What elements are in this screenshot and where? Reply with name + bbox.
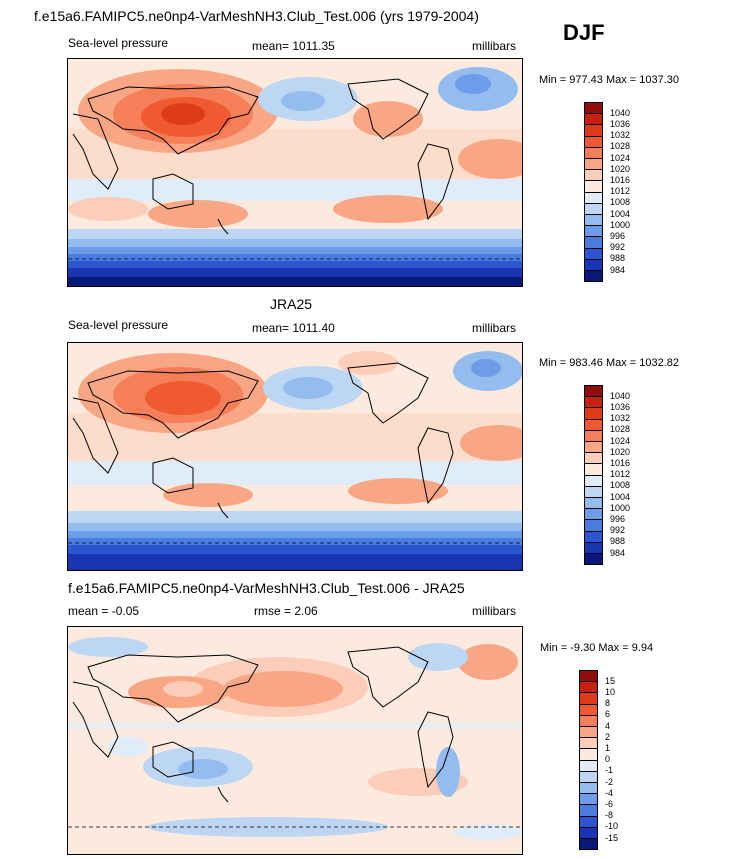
panel3-mean-label: mean = -0.05 (68, 604, 140, 618)
colorbar-label: 6 (605, 709, 611, 720)
colorbar-label: 1000 (610, 502, 631, 513)
panel3-contour-fill (68, 627, 522, 854)
colorbar-label: 1008 (610, 197, 631, 208)
colorbar-label: -4 (605, 787, 614, 798)
panel1-coastlines (68, 78, 522, 260)
colorbar-label: 1040 (610, 107, 631, 118)
colorbar-label: 1 (605, 742, 611, 753)
colorbar-label: -1 (605, 765, 614, 776)
colorbar-label: 1032 (610, 413, 631, 424)
colorbar-label: 0 (605, 754, 611, 765)
panel3-rmse-label: rmse = 2.06 (254, 604, 318, 618)
panel3-coastlines (68, 646, 522, 828)
colorbar-label: 1020 (610, 446, 631, 457)
colorbar-label: 1008 (610, 480, 631, 491)
panel2-minmax: Min = 983.46 Max = 1032.82 (539, 357, 680, 369)
colorbar-label: -6 (605, 798, 614, 809)
colorbar-label: 988 (610, 536, 626, 547)
panel2-title: JRA25 (270, 296, 313, 312)
figure-title: f.e15a6.FAMIPC5.ne0np4-VarMeshNH3.Club_T… (34, 8, 479, 24)
panel2-contour-fill (68, 343, 522, 570)
panel2-coastlines (68, 362, 522, 544)
panel1-map-canvas (68, 59, 522, 286)
panel3-map-canvas (68, 627, 522, 854)
colorbar-label: 1004 (610, 208, 631, 219)
colorbar-label: 984 (610, 547, 626, 558)
colorbar-label: -10 (605, 821, 619, 832)
colorbar-label: 8 (605, 698, 611, 709)
panel2-map-canvas (68, 343, 522, 570)
colorbar-label: 992 (610, 525, 626, 536)
colorbar-label: 1000 (610, 219, 631, 230)
panel1-minmax: Min = 977.43 Max = 1037.30 (539, 74, 680, 86)
colorbar-label: 984 (610, 264, 626, 275)
panel2-mean-label: mean= 1011.40 (252, 321, 335, 335)
colorbar-label: 1028 (610, 424, 631, 435)
panel1-units-label: millibars (472, 39, 517, 53)
panel3-minmax: Min = -9.30 Max = 9.94 (540, 642, 654, 654)
panel3-units-label: millibars (472, 604, 517, 618)
colorbar-label: 1012 (610, 186, 631, 197)
panel3-map (67, 626, 523, 855)
colorbar-label: 1028 (610, 141, 631, 152)
colorbar-label: -15 (605, 832, 619, 843)
colorbar-label: 1032 (610, 130, 631, 141)
colorbar-label: -2 (605, 776, 614, 787)
colorbar-label: 1020 (610, 163, 631, 174)
colorbar-label: 2 (605, 731, 611, 742)
colorbar-label: 1024 (610, 435, 631, 446)
colorbar-label: 1040 (610, 390, 631, 401)
colorbar-label: 1036 (610, 401, 631, 412)
colorbar-label: 1012 (610, 469, 631, 480)
panel2-map (67, 342, 523, 571)
colorbar-swatch (584, 270, 603, 283)
colorbar-label: -8 (605, 810, 614, 821)
panel1-contour-fill (68, 59, 522, 286)
colorbar-label: 996 (610, 513, 626, 524)
colorbar-label: 1016 (610, 174, 631, 185)
panel1-mean-label: mean= 1011.35 (252, 39, 335, 53)
colorbar-label: 1016 (610, 457, 631, 468)
colorbar-label: 992 (610, 242, 626, 253)
colorbar-swatch (579, 838, 598, 851)
season-label: DJF (563, 20, 605, 45)
colorbar-swatch (584, 553, 603, 566)
colorbar-label: 1036 (610, 118, 631, 129)
panel2-field-label: Sea-level pressure (68, 318, 169, 332)
colorbar-label: 996 (610, 230, 626, 241)
panel2-units-label: millibars (472, 321, 517, 335)
colorbar-label: 4 (605, 720, 611, 731)
panel1-field-label: Sea-level pressure (68, 36, 169, 50)
colorbar-label: 15 (605, 675, 616, 686)
colorbar-label: 10 (605, 686, 616, 697)
colorbar-label: 1024 (610, 152, 631, 163)
panel3-title: f.e15a6.FAMIPC5.ne0np4-VarMeshNH3.Club_T… (68, 580, 465, 596)
colorbar-label: 988 (610, 253, 626, 264)
panel1-map (67, 58, 523, 287)
colorbar-label: 1004 (610, 491, 631, 502)
